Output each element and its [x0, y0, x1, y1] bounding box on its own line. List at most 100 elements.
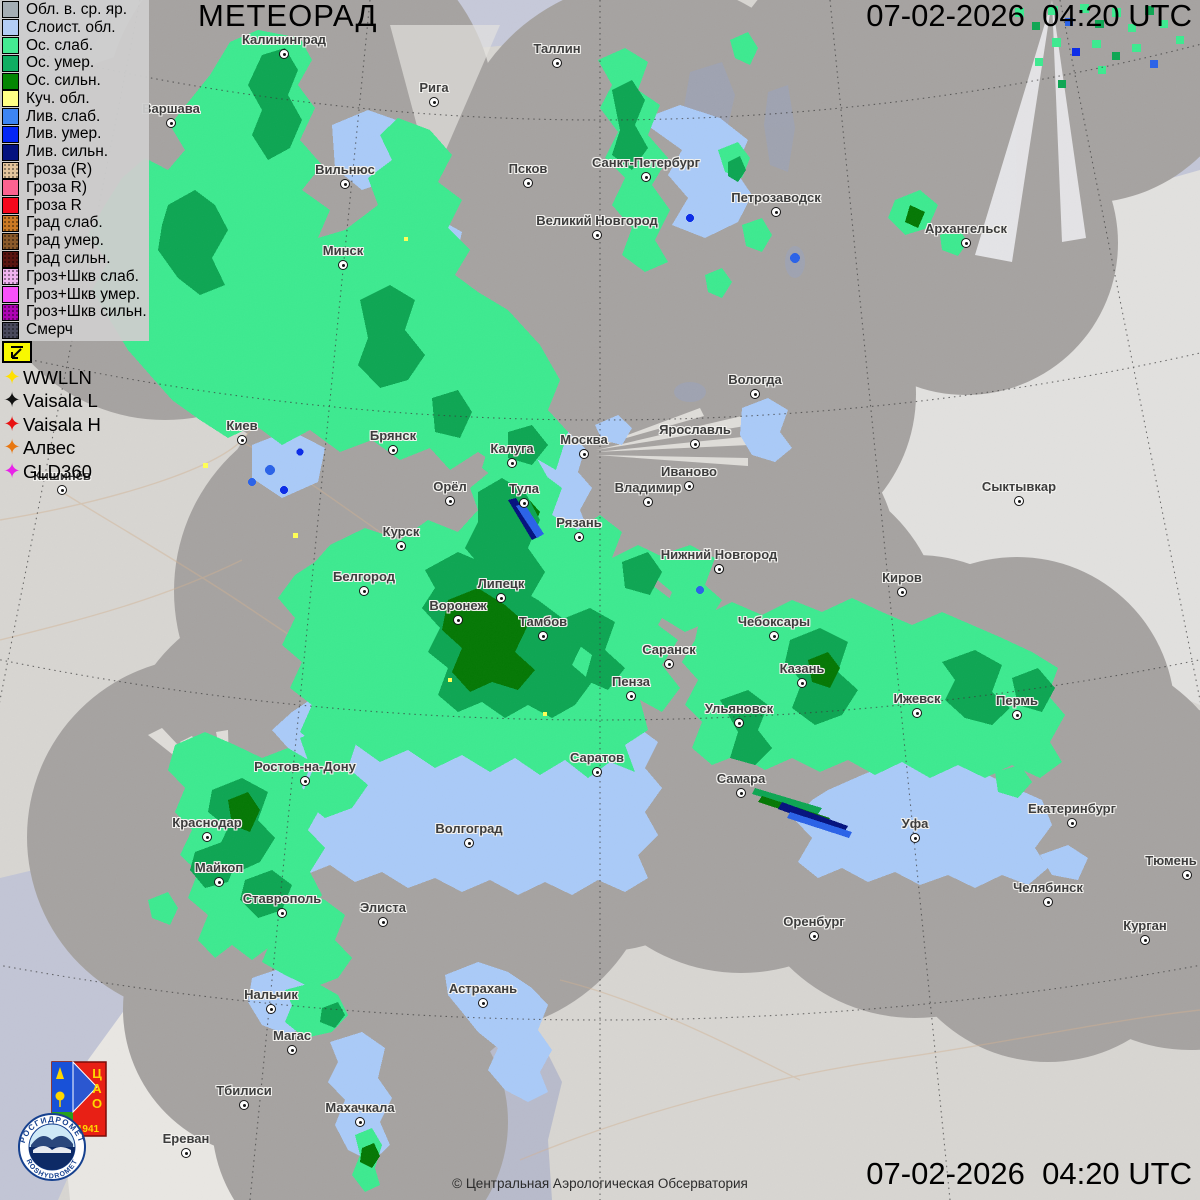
- legend-swatch: [2, 197, 19, 215]
- city-label: Архангельск: [924, 221, 1008, 236]
- city-label: Воронеж: [429, 598, 487, 613]
- city-marker: [664, 659, 674, 669]
- lightning-star-icon: ✦: [3, 412, 21, 436]
- legend-row: Лив. слаб.: [2, 108, 149, 126]
- city-label: Тамбов: [518, 614, 568, 629]
- city-label: Нижний Новгород: [660, 547, 778, 562]
- legend-row: Гроза R: [2, 197, 149, 215]
- city-label: Нижний Новгород: [660, 547, 778, 562]
- legend-swatch: [2, 72, 19, 90]
- city-label: Киров: [882, 570, 922, 585]
- city-label: Тула: [509, 481, 539, 496]
- city-label: Великий Новгород: [536, 213, 658, 228]
- legend-row: Слоист. обл.: [2, 19, 149, 37]
- legend-label: Ос. слаб.: [26, 36, 94, 54]
- city-marker: [453, 615, 463, 625]
- legend-label: Ос. сильн.: [26, 72, 101, 90]
- city-marker: [626, 691, 636, 701]
- city-marker: [552, 58, 562, 68]
- lightning-star-icon: ✦: [3, 459, 21, 483]
- city-label: Самара: [716, 771, 766, 786]
- legend-swatch: [2, 303, 19, 321]
- city-label: Псков: [508, 161, 548, 176]
- city-label: Ростов-на-Дону: [254, 759, 356, 774]
- legend-swatch: [2, 250, 19, 268]
- legend-label: Град умер.: [26, 232, 104, 250]
- city-label: Элиста: [359, 900, 407, 915]
- city-label: Тбилиси: [216, 1083, 272, 1098]
- city-marker: [359, 586, 369, 596]
- legend-row: Ос. слаб.: [2, 37, 149, 55]
- legend-row: Ос. сильн.: [2, 72, 149, 90]
- city-label: Ярославль: [659, 422, 731, 437]
- legend-label: Обл. в. ср. яр.: [26, 0, 128, 18]
- legend-label: Град сильн.: [26, 250, 111, 268]
- city-marker: [340, 179, 350, 189]
- legend-swatch: [2, 214, 19, 232]
- city-label: Сыктывкар: [981, 479, 1057, 494]
- city-label: Челябинск: [1013, 880, 1083, 895]
- city-label: Екатеринбург: [1027, 801, 1117, 816]
- legend-row: Гроза R): [2, 179, 149, 197]
- city-label: Пермь: [996, 693, 1038, 708]
- city-label: Брянск: [369, 428, 417, 443]
- city-marker: [57, 485, 67, 495]
- city-marker: [592, 230, 602, 240]
- city-marker: [202, 832, 212, 842]
- city-label: Калуга: [490, 441, 534, 456]
- legend-label: Лив. слаб.: [26, 107, 101, 125]
- lightning-source-label: Vaisala L: [23, 390, 98, 412]
- city-marker: [734, 718, 744, 728]
- city-marker: [266, 1004, 276, 1014]
- city-marker: [1182, 870, 1192, 880]
- city-label: Ижевск: [893, 691, 941, 706]
- city-label: Кишинёв: [33, 468, 91, 483]
- city-marker: [912, 708, 922, 718]
- city-marker: [690, 439, 700, 449]
- attribution-text: © Центральная Аэрологическая Обсерватори…: [452, 1176, 748, 1191]
- city-marker: [592, 767, 602, 777]
- legend-row: Куч. обл.: [2, 90, 149, 108]
- legend-row: Град сильн.: [2, 250, 149, 268]
- city-label: Киев: [226, 418, 258, 433]
- lightning-source-row: ✦ WWLLN: [1, 366, 101, 390]
- legend-swatch: [2, 36, 19, 54]
- city-marker: [166, 118, 176, 128]
- city-label: Пенза: [612, 674, 650, 689]
- legend-row: Град умер.: [2, 232, 149, 250]
- lightning-source-label: Vaisala H: [23, 413, 101, 435]
- city-marker: [771, 207, 781, 217]
- city-label: Москва: [560, 432, 608, 447]
- city-marker: [1067, 818, 1077, 828]
- legend-swatch: [2, 268, 19, 286]
- legend-swatch: [2, 286, 19, 304]
- legend-swatch: [2, 321, 19, 339]
- tornado-marker-symbol: [2, 341, 32, 363]
- city-label: Рига: [419, 80, 449, 95]
- legend-label: Куч. обл.: [26, 89, 90, 107]
- city-label: Астрахань: [448, 981, 518, 996]
- lightning-source-label: Алвес: [23, 437, 76, 459]
- city-label: Саранск: [642, 642, 696, 657]
- city-label: Липецк: [477, 576, 525, 591]
- city-label: Петрозаводск: [731, 190, 821, 205]
- legend-label: Слоист. обл.: [26, 18, 116, 36]
- legend-panel: Обл. в. ср. яр. Слоист. обл. Ос. слаб. Ос. …: [0, 0, 149, 342]
- city-marker: [396, 541, 406, 551]
- city-marker: [279, 49, 289, 59]
- legend-swatch: [2, 161, 19, 179]
- legend-row: Гроз+Шкв сильн.: [2, 303, 149, 322]
- city-label: Вологда: [728, 372, 782, 387]
- city-marker: [579, 449, 589, 459]
- legend-label: Гроза (R): [26, 161, 93, 179]
- city-marker: [300, 776, 310, 786]
- city-marker: [797, 678, 807, 688]
- city-marker: [538, 631, 548, 641]
- timestamp-bottom: 07-02-2026 04:20 UTC: [866, 1156, 1192, 1191]
- legend-swatch: [2, 108, 19, 126]
- legend-label: Град слаб.: [26, 214, 103, 232]
- city-marker: [496, 593, 506, 603]
